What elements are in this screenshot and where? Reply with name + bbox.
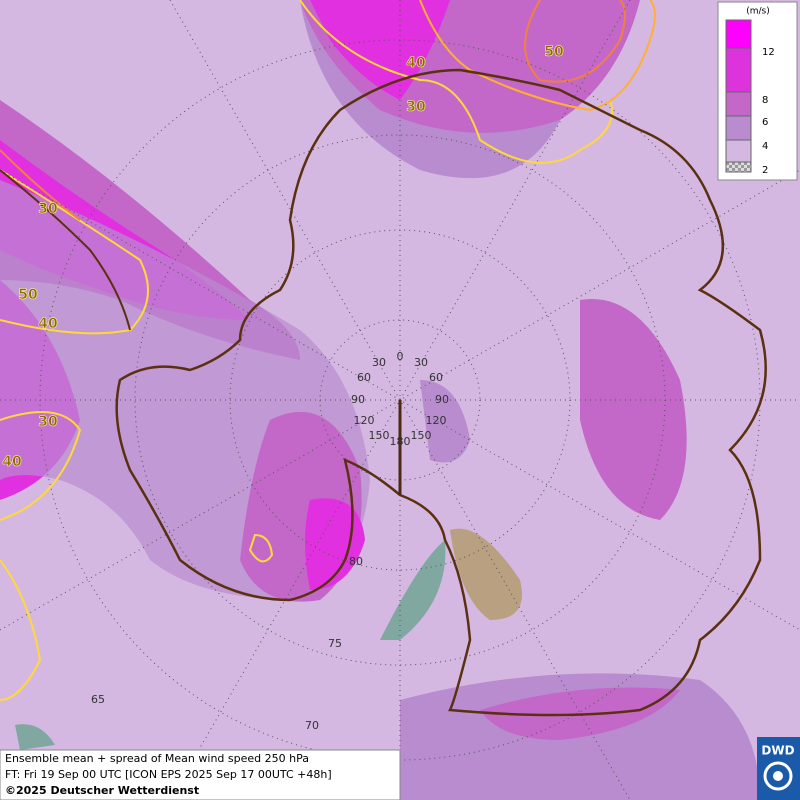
contour-labels: 40 30 50 30 50 40 30 40 [2, 44, 564, 471]
footer-line: ©2025 Deutscher Wetterdienst [5, 784, 199, 797]
logo-icon [773, 771, 783, 781]
lat-label: 65 [91, 693, 105, 706]
legend-swatch [725, 19, 752, 49]
legend-level: 4 [762, 141, 768, 152]
graticule-labels: 0 30 30 60 60 90 90 120 120 150 150 180 … [91, 350, 449, 732]
lon-label: 30 [372, 356, 386, 369]
contour-label: 30 [38, 201, 58, 217]
lon-label: 90 [351, 393, 365, 406]
lon-label: 120 [354, 414, 375, 427]
contour-label: 50 [18, 287, 38, 303]
lat-label: 80 [349, 555, 363, 568]
footer-box [0, 749, 401, 800]
logo-icon [763, 761, 793, 791]
contour-label: 40 [2, 454, 22, 470]
lon-label: 180 [390, 435, 411, 448]
legend-level: 2 [762, 165, 768, 176]
lat-label: 75 [328, 637, 342, 650]
legend-swatch [725, 161, 752, 173]
legend-swatch [725, 139, 752, 163]
lon-label: 60 [357, 371, 371, 384]
coastline [115, 68, 767, 717]
wind-field [0, 0, 760, 800]
lon-label: 30 [414, 356, 428, 369]
contour-label: 40 [38, 316, 58, 332]
contour-label: 50 [544, 44, 564, 60]
lon-label: 0 [397, 350, 404, 363]
legend-level: 12 [762, 47, 775, 58]
isotachs [0, 0, 656, 701]
lon-label: 60 [429, 371, 443, 384]
contour-label: 30 [38, 414, 58, 430]
footer-line: Ensemble mean + spread of Mean wind spee… [5, 752, 309, 765]
legend-swatch [725, 47, 752, 93]
logo: DWD [757, 737, 800, 800]
lon-label: 150 [369, 429, 390, 442]
footer: Ensemble mean + spread of Mean wind spee… [0, 749, 401, 800]
lon-label: 150 [411, 429, 432, 442]
coastline [0, 169, 131, 331]
legend-level: 6 [762, 117, 768, 128]
contour-label: 30 [406, 99, 426, 115]
legend-swatch [725, 115, 752, 141]
logo-text: DWD [761, 744, 794, 758]
lon-label: 120 [426, 414, 447, 427]
legend-level: 8 [762, 95, 768, 106]
footer-line: FT: Fri 19 Sep 00 UTC [ICON EPS 2025 Sep… [5, 768, 332, 781]
legend-swatch [725, 91, 752, 117]
legend-unit: (m/s) [746, 7, 770, 17]
lat-label: 70 [305, 719, 319, 732]
contour-label: 40 [406, 55, 426, 71]
lon-label: 90 [435, 393, 449, 406]
legend: (m/s) 12 8 6 4 2 [717, 1, 798, 181]
